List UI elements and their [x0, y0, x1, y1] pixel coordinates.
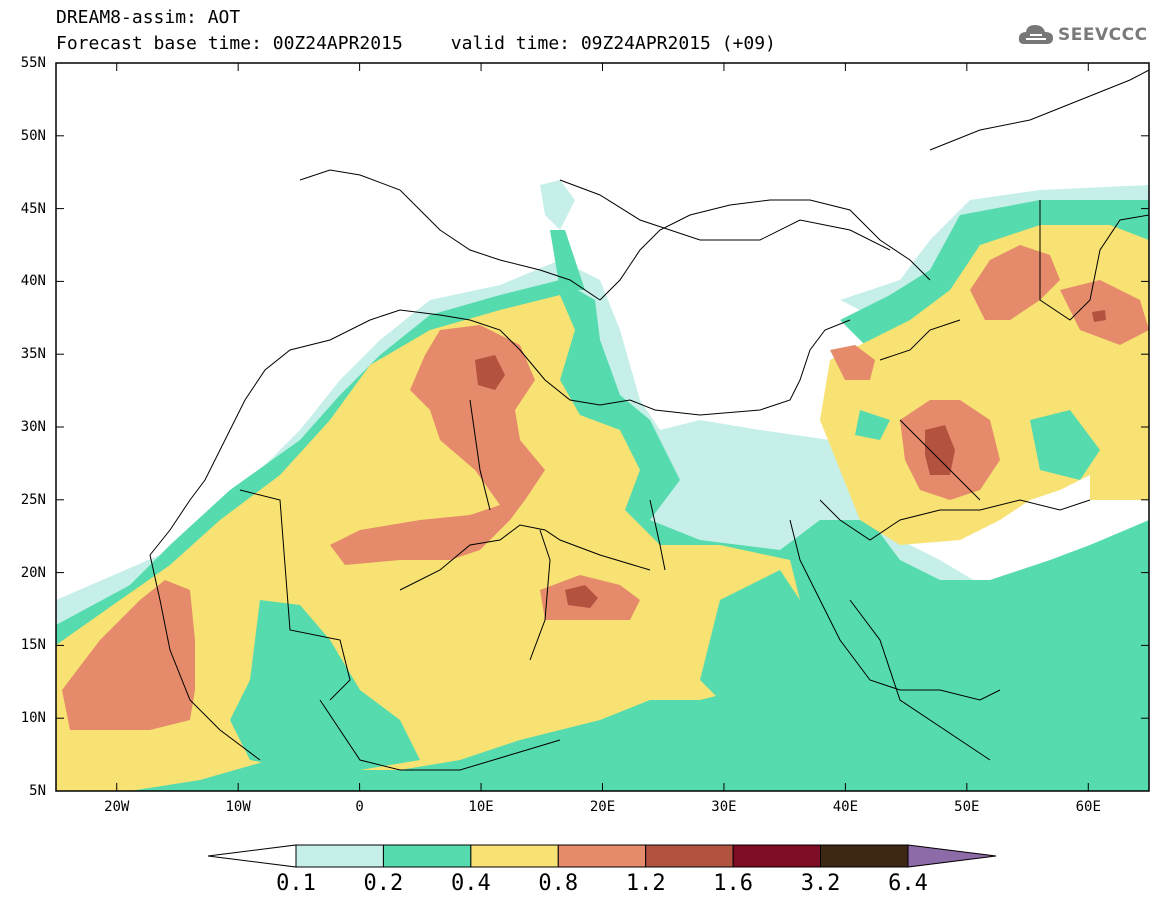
aot-0.2-0.4-patches	[230, 410, 1100, 770]
axis-ticks	[56, 62, 1149, 792]
lat-label: 20N	[20, 564, 46, 581]
lon-label: 40E	[832, 799, 859, 815]
colorbar-segment	[645, 844, 734, 868]
lat-label: 15N	[20, 637, 46, 654]
colorbar-high-arrow	[907, 844, 997, 868]
colorbar-segment	[820, 844, 909, 868]
lat-label: 30N	[20, 419, 46, 435]
colorbar-label: 0.2	[363, 871, 404, 896]
colorbar-low-arrow	[207, 844, 297, 868]
valid-time: valid time: 09Z24APR2015 (+09)	[450, 33, 776, 54]
lon-label: 60E	[1075, 799, 1101, 815]
lat-label: 10N	[20, 710, 46, 727]
base-time: Forecast base time: 00Z24APR2015	[56, 33, 403, 54]
colorbar-segment	[382, 844, 472, 868]
colorbar-label: 1.2	[625, 871, 666, 896]
colorbar-label: 0.4	[450, 871, 491, 896]
lat-label: 25N	[20, 491, 46, 508]
lon-label: 20W	[104, 799, 130, 815]
logo-text: SEEVCCC	[1058, 25, 1148, 45]
lon-label: 20E	[589, 799, 616, 815]
lat-label: 35N	[20, 346, 46, 363]
colorbar-label: 3.2	[800, 871, 841, 896]
time-info: Forecast base time: 00Z24APR2015 valid ti…	[56, 34, 776, 54]
seevccc-logo: SEEVCCC	[1018, 22, 1148, 48]
lon-label: 10E	[468, 799, 494, 815]
colorbar-segment	[470, 844, 559, 868]
map-title: DREAM8-assim: AOT	[56, 7, 241, 28]
lat-label: 45N	[20, 200, 46, 217]
colorbar-segment	[295, 844, 384, 868]
colorbar-label: 0.1	[276, 871, 316, 896]
colorbar-label: 1.6	[713, 871, 754, 896]
colorbar-label: 6.4	[888, 871, 928, 896]
lat-label: 5N	[29, 783, 46, 799]
lat-label: 55N	[20, 55, 46, 71]
lon-label: 30E	[711, 799, 737, 815]
lat-label: 50N	[20, 127, 46, 144]
coastlines-borders	[149, 69, 1149, 771]
lon-label: 0	[355, 799, 364, 815]
colorbar-label: 0.8	[538, 871, 579, 896]
aot-1.2-1.6-region	[475, 310, 1106, 608]
cloud-icon	[1018, 25, 1053, 44]
colorbar-segment	[557, 844, 647, 868]
colorbar-segment	[732, 844, 822, 868]
lon-label: 50E	[954, 799, 980, 815]
lon-label: 10W	[225, 799, 251, 815]
lat-label: 40N	[20, 273, 46, 290]
